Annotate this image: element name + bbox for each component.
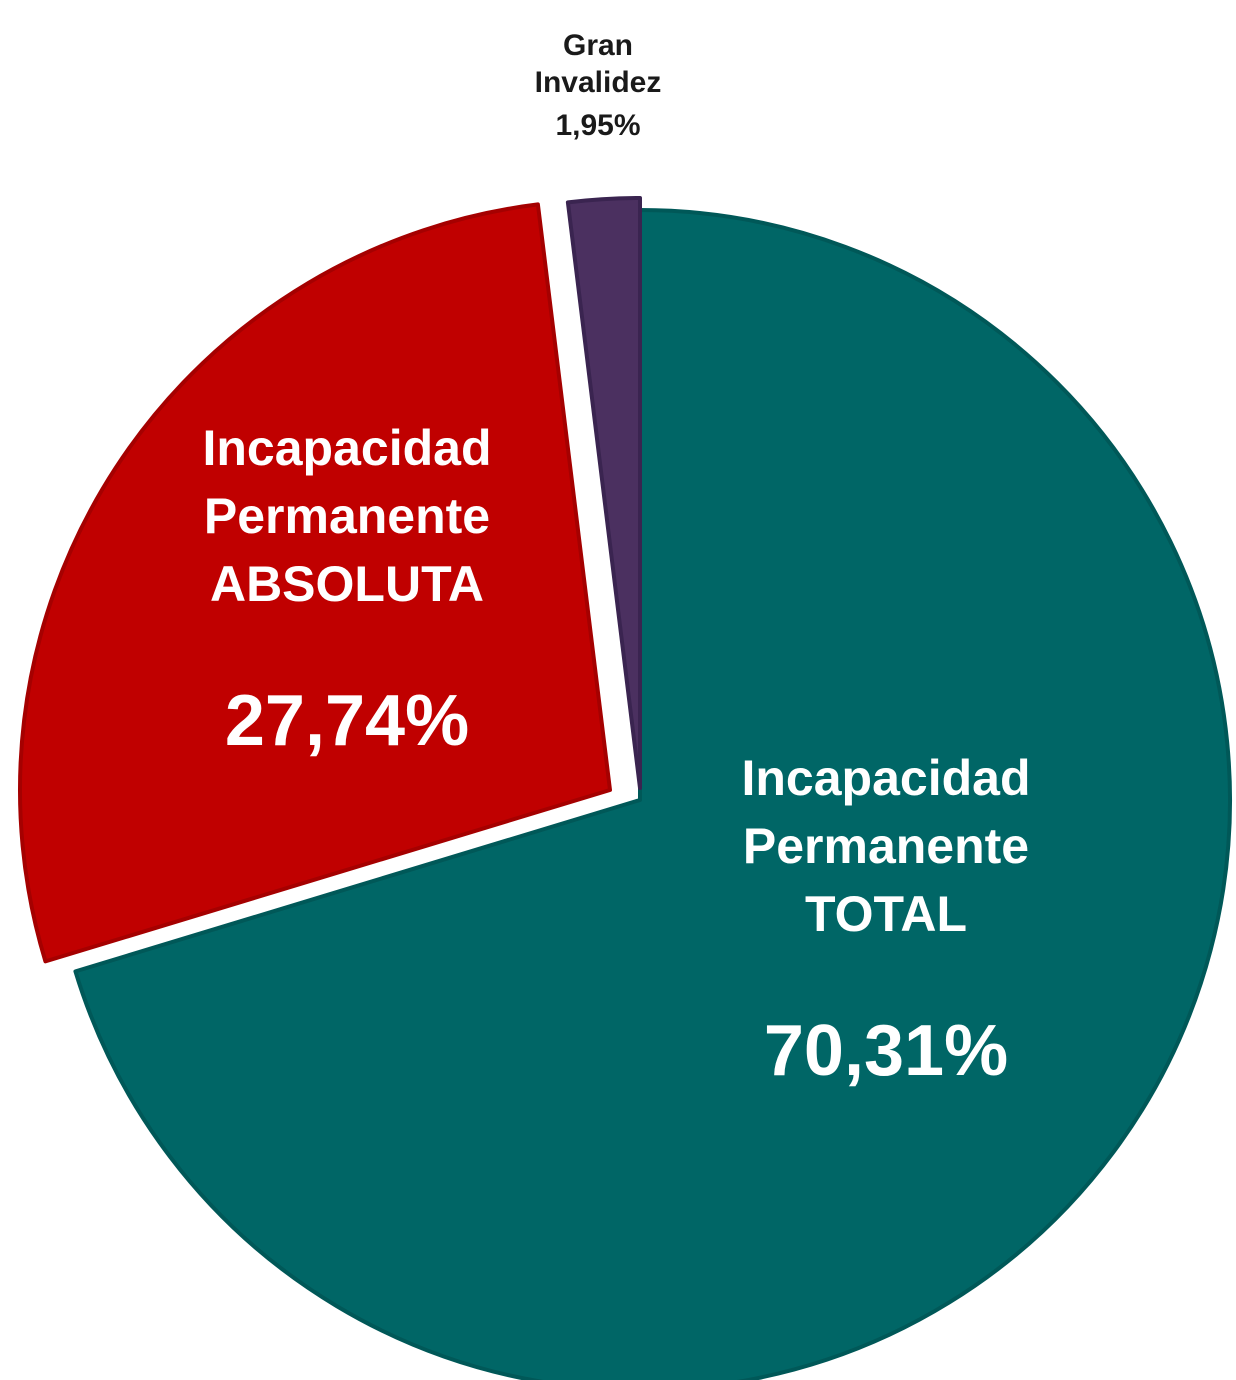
slice-value-label: 27,74% — [225, 681, 469, 761]
slice-label-line: TOTAL — [805, 886, 967, 942]
slice-value-label: 1,95% — [555, 109, 640, 142]
slice-label-line: Permanente — [743, 818, 1029, 874]
slice-label-line: Gran — [563, 29, 633, 62]
slice-incapacidad-absoluta — [18, 202, 612, 964]
slice-label-line: Permanente — [204, 488, 490, 544]
label-gran-invalidez: Gran Invalidez 1,95% — [535, 29, 662, 142]
slice-label-line: Incapacidad — [742, 750, 1031, 806]
label-incapacidad-absoluta: Incapacidad Permanente ABSOLUTA 27,74% — [203, 420, 492, 761]
slice-value-label: 70,31% — [764, 1011, 1008, 1091]
slice-label-line: Invalidez — [535, 66, 662, 99]
label-incapacidad-total: Incapacidad Permanente TOTAL 70,31% — [742, 750, 1031, 1091]
slice-label-line: ABSOLUTA — [210, 556, 484, 612]
slice-incapacidad-total — [73, 208, 1232, 1380]
pie-slices — [18, 196, 1232, 1380]
slice-label-line: Incapacidad — [203, 420, 492, 476]
slice-gran-invalidez — [565, 196, 642, 790]
pie-labels: IncapacidadPermanenteTOTAL70,31%Incapaci… — [203, 29, 1031, 1091]
